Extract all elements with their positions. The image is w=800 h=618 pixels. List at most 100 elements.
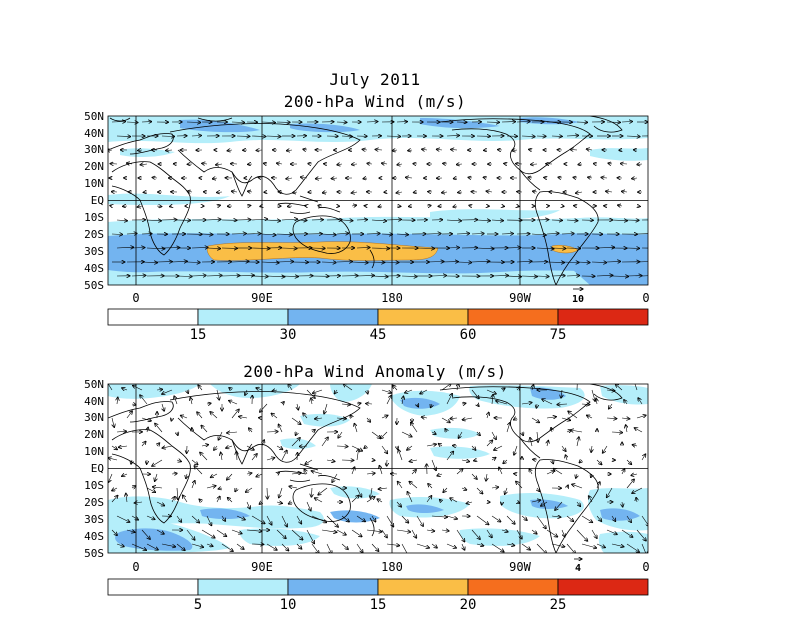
wind-vector-icon [289, 486, 298, 488]
wind-vector-icon [246, 530, 262, 531]
wind-vector-icon [446, 543, 456, 548]
wind-vector-icon [398, 450, 403, 461]
wind-vector-icon [397, 481, 403, 489]
wind-vector-icon [496, 401, 508, 405]
wind-vector-icon [137, 206, 143, 207]
wind-vector-icon [235, 488, 237, 492]
wind-vector-icon [152, 487, 163, 488]
wind-vector-icon [231, 234, 246, 235]
wind-vector-icon [286, 178, 293, 179]
wind-vector-icon [381, 529, 387, 538]
map-grid [107, 383, 649, 554]
wind-vector-icon [581, 515, 593, 523]
lat-label: 30N [84, 411, 104, 424]
wind-vector-icon [521, 136, 535, 137]
wind-vector-icon [557, 404, 568, 405]
wind-vector-icon [281, 276, 298, 277]
wind-vector-icon [245, 487, 253, 492]
wind-vector-icon [336, 233, 349, 234]
wind-vector-icon [476, 220, 490, 221]
wind-vector-icon [311, 543, 319, 553]
wind-vector-icon [411, 470, 416, 475]
wind-vector-icon [576, 529, 588, 541]
wind-vector-icon [266, 220, 281, 221]
wind-vector-icon [476, 487, 483, 494]
wind-vector-icon [221, 452, 222, 461]
wind-vector-icon [155, 423, 163, 433]
wind-vector-icon [536, 403, 537, 408]
wind-vector-icon [551, 516, 561, 517]
wind-vector-icon [386, 219, 402, 220]
wind-vector-icon [516, 481, 523, 489]
wind-vector-icon [263, 163, 267, 164]
wind-vector-icon [531, 529, 537, 534]
lat-label: 40S [84, 530, 104, 543]
wind-vector-icon [440, 500, 443, 503]
wind-vector-icon [187, 390, 188, 394]
wind-vector-icon [491, 457, 496, 460]
wind-vector-icon [170, 206, 173, 207]
wind-vector-icon [246, 501, 250, 509]
wind-vector-icon [116, 136, 131, 137]
wind-vector-icon [450, 498, 458, 503]
wind-vector-icon [611, 276, 629, 277]
wind-vector-icon [200, 452, 208, 461]
wind-vector-icon [618, 205, 623, 206]
wind-vector-icon [503, 459, 508, 464]
wind-vector-icon [217, 205, 220, 206]
wind-vector-icon [116, 431, 127, 432]
wind-vector-icon [322, 192, 328, 193]
wind-vector-icon [521, 543, 530, 550]
wind-vector-icon [456, 164, 463, 165]
wind-vector-icon [416, 543, 429, 548]
wind-vector-icon [417, 404, 418, 407]
wind-vector-icon [561, 262, 579, 263]
wind-vector-icon [162, 403, 164, 411]
wind-vector-icon [486, 191, 493, 192]
wind-vector-icon [341, 543, 348, 550]
wind-vector-icon [354, 423, 358, 433]
wind-vector-icon [343, 384, 353, 391]
wind-vector-icon [431, 543, 437, 548]
wind-vector-icon [194, 466, 203, 475]
wind-vector-icon [166, 150, 173, 151]
reference-vector: 4 [574, 559, 582, 574]
wind-vector-icon [352, 467, 355, 475]
wind-vector-icon [409, 460, 418, 462]
wind-vector-icon [546, 417, 556, 418]
wind-vector-icon [371, 220, 387, 221]
lat-label: EQ [91, 194, 104, 207]
lat-label: 10S [84, 479, 104, 492]
wind-vector-icon [441, 530, 449, 531]
wind-vector-icon [621, 529, 633, 537]
wind-vector-icon [231, 409, 239, 419]
wind-vector-icon [256, 388, 263, 390]
reference-vector: 10 [572, 289, 584, 305]
wind-vector-icon [180, 415, 188, 418]
wind-vector-icon [393, 385, 398, 391]
wind-vector-icon [528, 177, 533, 178]
wind-vector-icon [155, 473, 157, 481]
wind-vector-icon [576, 262, 590, 263]
colorbar-swatch [107, 578, 199, 596]
lat-label: 50S [84, 547, 104, 560]
wind-vector-icon [407, 445, 413, 450]
wind-vector-icon [570, 149, 578, 150]
wind-vector-icon [186, 529, 195, 540]
wind-vector-icon [552, 460, 553, 464]
wind-vector-icon [141, 529, 150, 539]
wind-vector-icon [118, 446, 128, 447]
wind-vector-icon [377, 499, 383, 502]
wind-vector-icon [567, 485, 568, 488]
wind-vector-icon [466, 502, 473, 504]
lat-label: 50S [84, 279, 104, 292]
wind-vector-icon [420, 389, 428, 394]
wind-vector-icon [206, 275, 222, 276]
wind-vector-icon [308, 164, 313, 165]
wind-vector-icon [351, 529, 362, 537]
wind-vector-icon [336, 529, 346, 535]
wind-vector-icon [516, 122, 530, 123]
wind-vector-icon [110, 206, 112, 207]
wind-vector-icon [191, 543, 204, 547]
